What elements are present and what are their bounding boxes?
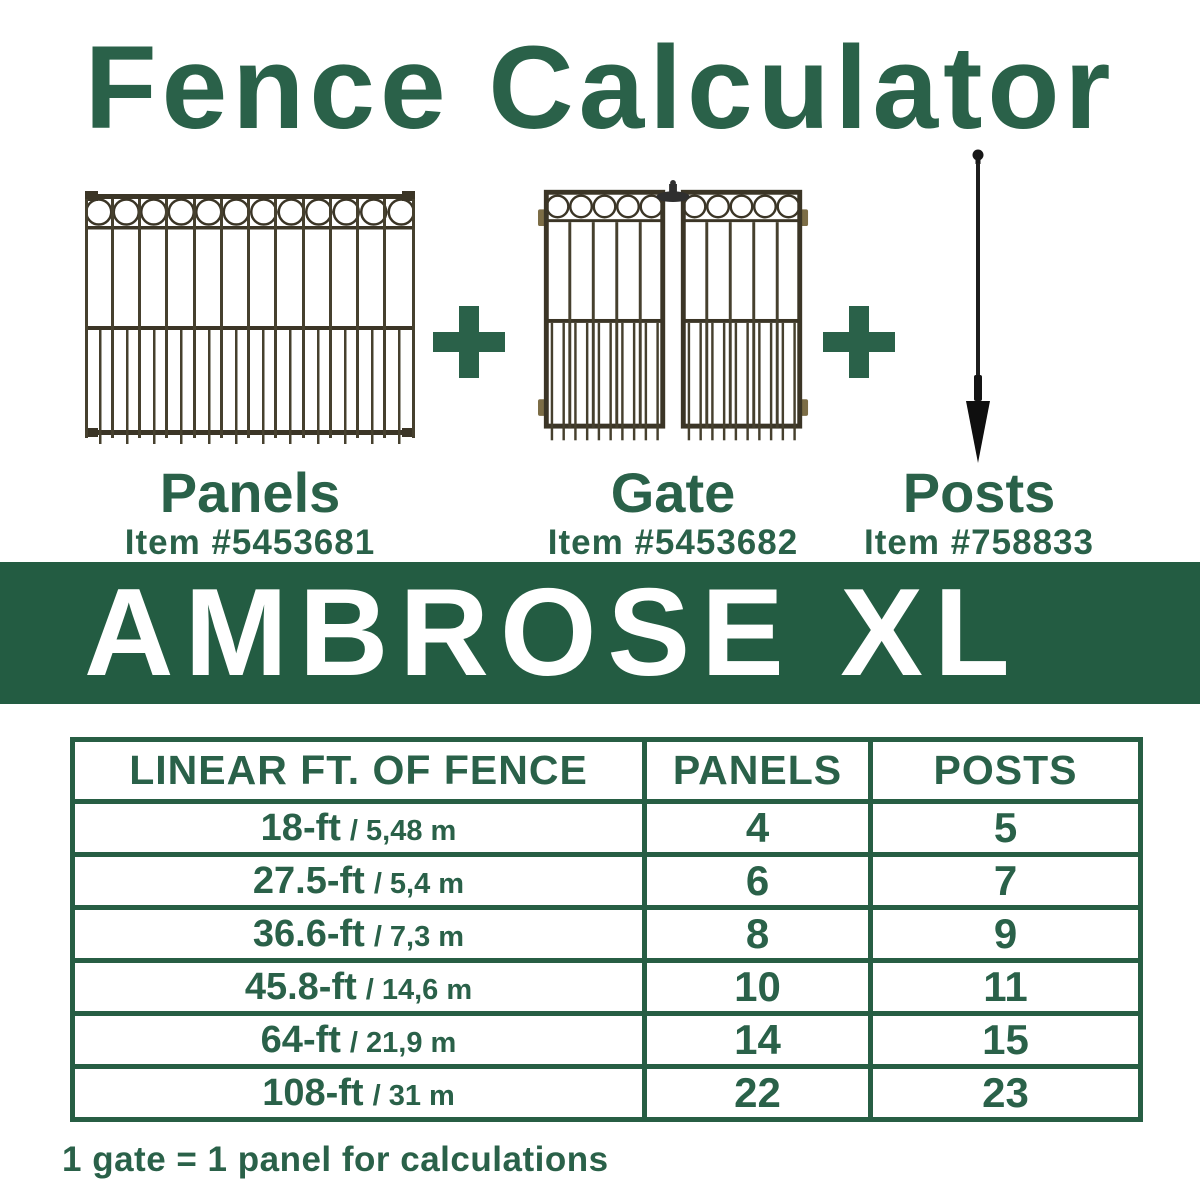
product-line-name: AMBROSE XL — [84, 564, 1021, 702]
table-row: 18-ft/ 5,48 m 4 5 — [70, 799, 1143, 857]
fence-panel-image — [85, 186, 415, 458]
posts-count: 11 — [983, 963, 1028, 1010]
panels-count: 22 — [734, 1069, 781, 1116]
fence-gate-image — [538, 178, 810, 458]
length-meters: / 21,9 m — [349, 1026, 457, 1059]
length-feet: 108-ft — [262, 1071, 364, 1114]
length-meters: / 7,3 m — [373, 920, 465, 953]
product-name: Posts — [902, 461, 1056, 524]
length-meters: / 5,4 m — [373, 867, 465, 900]
table-row: 27.5-ft/ 5,4 m 6 7 — [70, 852, 1143, 910]
panels-count: 8 — [745, 910, 770, 957]
posts-count: 5 — [993, 804, 1018, 851]
product-caption-panels: Panels Item #5453681 — [85, 464, 415, 563]
panels-count: 10 — [734, 963, 781, 1010]
page-title: Fence Calculator — [84, 22, 1116, 154]
posts-count: 9 — [993, 910, 1018, 957]
length-feet: 45.8-ft — [244, 965, 357, 1008]
table-row: 45.8-ft/ 14,6 m 10 11 — [70, 958, 1143, 1016]
length-meters: / 31 m — [372, 1079, 455, 1112]
posts-count: 7 — [993, 857, 1018, 904]
length-meters: / 14,6 m — [365, 973, 473, 1006]
fence-post-image — [938, 147, 1018, 463]
table-row: 36.6-ft/ 7,3 m 8 9 — [70, 905, 1143, 963]
header-panels: PANELS — [642, 737, 873, 804]
length-feet: 27.5-ft — [252, 859, 365, 902]
posts-count: 23 — [982, 1069, 1029, 1116]
fence-post-icon — [966, 149, 990, 463]
product-item-number: Item #758833 — [864, 523, 1094, 563]
product-caption-gate: Gate Item #5453682 — [540, 464, 806, 563]
product-caption-posts: Posts Item #758833 — [846, 464, 1112, 563]
fence-calculator-table: LINEAR FT. OF FENCE PANELS POSTS 18-ft / … — [70, 737, 1143, 1122]
header-linear-ft: LINEAR FT. OF FENCE — [70, 737, 647, 804]
panels-count: 14 — [734, 1016, 781, 1063]
posts-count: 15 — [982, 1016, 1029, 1063]
table-header-row: LINEAR FT. OF FENCE PANELS POSTS — [70, 737, 1143, 804]
panels-count: 4 — [745, 804, 770, 851]
table-row: 108-ft/ 31 m 22 23 — [70, 1064, 1143, 1122]
calculation-note: 1 gate = 1 panel for calculations — [62, 1140, 609, 1179]
product-name: Panels — [159, 461, 341, 524]
table-row: 64-ft/ 21,9 m 14 15 — [70, 1011, 1143, 1069]
length-meters: / 5,48 m — [349, 814, 457, 847]
fence-panel-icon — [85, 191, 415, 444]
product-line-banner: AMBROSE XL — [0, 562, 1200, 704]
plus-icon — [823, 306, 895, 378]
length-feet: 64-ft — [260, 1018, 341, 1061]
length-feet: 18-ft — [260, 806, 341, 849]
length-feet: 36.6-ft — [252, 912, 365, 955]
plus-icon — [433, 306, 505, 378]
product-item-number: Item #5453681 — [124, 523, 376, 563]
header-posts: POSTS — [868, 737, 1143, 804]
fence-gate-icon — [538, 180, 809, 441]
panels-count: 6 — [745, 857, 770, 904]
product-item-number: Item #5453682 — [547, 523, 799, 563]
product-name: Gate — [610, 461, 736, 524]
